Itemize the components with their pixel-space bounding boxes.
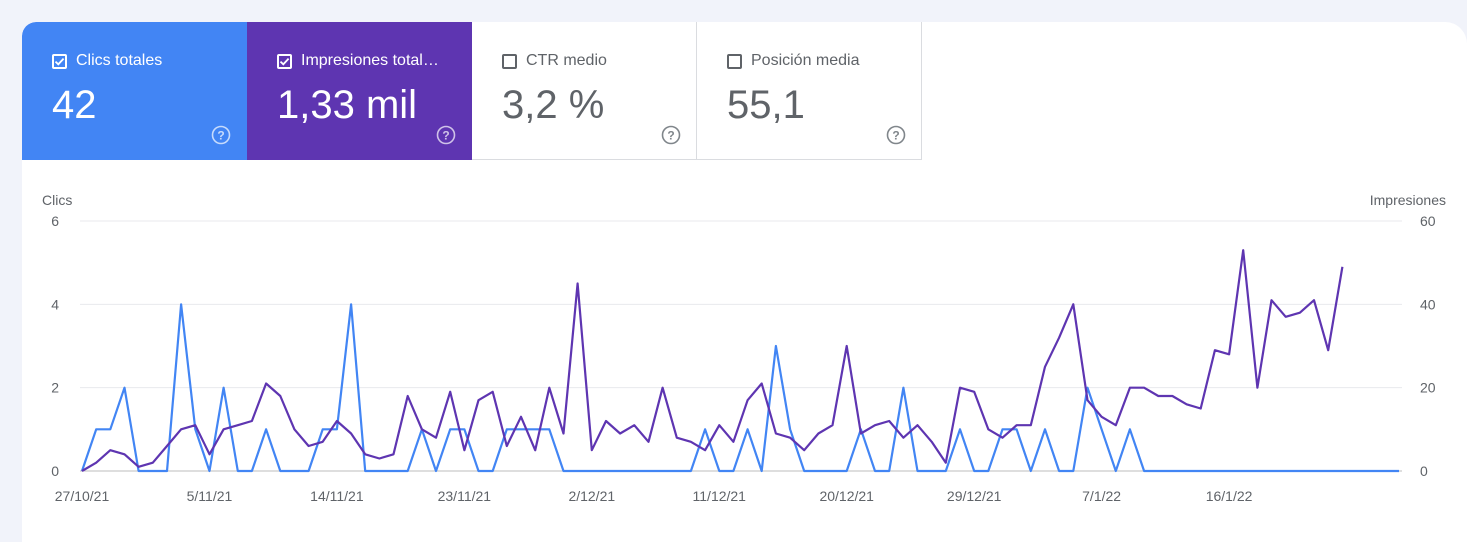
metric-label: Impresiones total…	[301, 52, 439, 69]
right-tick-label: 60	[1420, 213, 1436, 229]
metric-value: 42	[52, 83, 97, 127]
help-icon[interactable]: ?	[211, 125, 231, 145]
help-icon[interactable]: ?	[436, 125, 456, 145]
x-tick-label: 5/11/21	[187, 488, 233, 504]
right-tick-label: 40	[1420, 296, 1436, 312]
left-tick-label: 2	[51, 380, 59, 396]
metric-label-row: Impresiones total…	[277, 52, 439, 70]
metric-label-row: Posición media	[727, 52, 860, 70]
help-icon[interactable]: ?	[886, 125, 906, 145]
metric-card-position[interactable]: Posición media 55,1 ?	[697, 22, 922, 160]
help-icon[interactable]: ?	[661, 125, 681, 145]
checkbox-checked-icon[interactable]	[52, 53, 67, 69]
x-tick-label: 23/11/21	[438, 488, 492, 504]
metric-card-impressions[interactable]: Impresiones total… 1,33 mil ?	[247, 22, 472, 160]
x-tick-label: 27/10/21	[55, 488, 110, 504]
impressions-series-line	[81, 249, 1344, 472]
x-tick-label: 29/12/21	[947, 488, 1002, 504]
right-axis-label: Impresiones	[1370, 192, 1446, 208]
performance-panel: Clics totales 42 ? Impresiones total… 1,…	[22, 22, 1467, 542]
checkbox-unchecked-icon[interactable]	[727, 53, 742, 69]
metric-label-row: Clics totales	[52, 52, 162, 70]
checkbox-checked-icon[interactable]	[277, 53, 292, 69]
metric-label: CTR medio	[526, 52, 607, 69]
svg-text:?: ?	[667, 129, 674, 143]
metric-value: 1,33 mil	[277, 83, 418, 127]
x-tick-label: 14/11/21	[310, 488, 364, 504]
x-tick-label: 7/1/22	[1082, 488, 1121, 504]
left-tick-label: 0	[51, 463, 59, 479]
metric-cards: Clics totales 42 ? Impresiones total… 1,…	[22, 22, 922, 160]
x-tick-label: 20/12/21	[819, 488, 874, 504]
clicks-series-line	[80, 303, 1399, 473]
checkbox-unchecked-icon[interactable]	[502, 53, 517, 69]
x-tick-label: 16/1/22	[1206, 488, 1253, 504]
left-tick-label: 4	[51, 296, 59, 312]
metric-card-ctr[interactable]: CTR medio 3,2 % ?	[472, 22, 697, 160]
svg-text:?: ?	[217, 129, 224, 143]
right-tick-label: 0	[1420, 463, 1428, 479]
left-tick-label: 6	[51, 213, 59, 229]
left-axis-label: Clics	[42, 192, 72, 208]
metric-label-row: CTR medio	[502, 52, 607, 70]
metric-card-clicks[interactable]: Clics totales 42 ?	[22, 22, 247, 160]
x-tick-label: 11/12/21	[693, 488, 747, 504]
svg-text:?: ?	[892, 129, 899, 143]
right-tick-label: 20	[1420, 380, 1436, 396]
metric-label: Posición media	[751, 52, 860, 69]
svg-text:?: ?	[442, 129, 449, 143]
x-tick-label: 2/12/21	[568, 488, 615, 504]
metric-value: 3,2 %	[502, 83, 605, 127]
metric-label: Clics totales	[76, 52, 163, 69]
performance-chart: 0 0 2 20 4 40 6 60 Clics Impresiones 27/10/21 5/11/…	[42, 192, 1446, 504]
metric-value: 55,1	[727, 83, 805, 127]
